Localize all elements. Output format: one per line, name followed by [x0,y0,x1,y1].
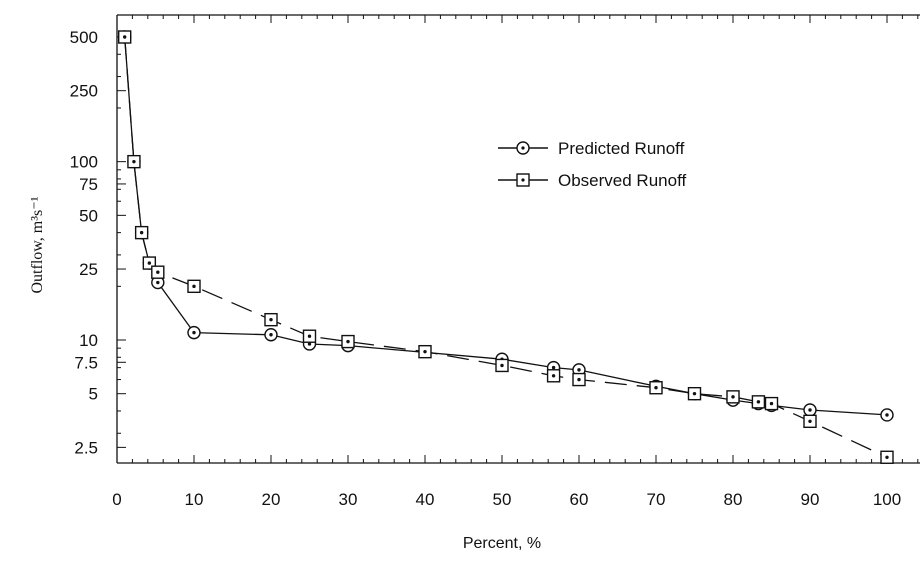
x-tick-label: 70 [647,490,666,509]
data-point [341,334,355,349]
data-point [803,414,817,429]
x-tick-label: 40 [416,490,435,509]
data-point [572,372,586,387]
data-point [880,408,894,422]
legend-label-predicted: Predicted Runoff [558,139,685,158]
x-tick-label: 80 [724,490,743,509]
series-observed [117,30,894,464]
legend-item-observed: Observed Runoff [498,171,686,190]
y-axis-title: Outflow, m³s⁻¹ [29,196,46,293]
y-tick-label: 7.5 [74,353,98,372]
plot-frame [116,14,920,464]
data-point [751,395,766,409]
data-point [134,225,149,240]
data-point [127,154,141,169]
x-tick-label: 60 [570,490,589,509]
legend-label-observed: Observed Runoff [558,171,686,190]
series-line [124,36,888,458]
data-point [151,275,165,290]
x-tick-label: 50 [493,490,512,509]
data-point [880,450,894,464]
x-axis-ticks: 0 10 20 30 40 50 60 70 80 90 100 [112,15,919,509]
y-tick-label: 2.5 [74,438,98,457]
data-point [546,369,561,383]
data-point [117,30,132,44]
x-axis-title: Percent, % [463,535,541,552]
y-tick-label: 50 [79,206,98,225]
y-axis-ticks: 500 250 100 75 50 25 10 7.5 5 2.5 [70,28,126,457]
x-tick-label: 20 [262,490,281,509]
y-tick-label: 5 [89,385,98,404]
x-tick-label: 10 [185,490,204,509]
x-tick-label: 30 [339,490,358,509]
data-point [187,325,201,340]
data-point [418,344,432,359]
data-point [803,403,817,417]
legend-item-predicted: Predicted Runoff [498,139,685,158]
x-tick-label: 100 [873,490,901,509]
data-point [151,265,165,279]
y-tick-label: 75 [79,175,98,194]
y-tick-label: 500 [70,28,98,47]
y-tick-label: 25 [79,260,98,279]
data-point [495,358,509,373]
data-point [687,386,702,401]
legend: Predicted Runoff Observed Runoff [498,139,686,190]
data-point [302,329,317,343]
y-tick-label: 250 [70,82,98,101]
data-point [649,381,663,395]
series-layer [117,30,894,464]
x-tick-label: 0 [112,490,121,509]
data-point [264,312,278,327]
data-point [187,279,201,294]
y-tick-label: 100 [70,153,98,172]
data-point [764,396,779,411]
y-tick-label: 10 [79,331,98,350]
data-point [264,328,278,342]
data-point [726,390,740,404]
x-tick-label: 90 [801,490,820,509]
